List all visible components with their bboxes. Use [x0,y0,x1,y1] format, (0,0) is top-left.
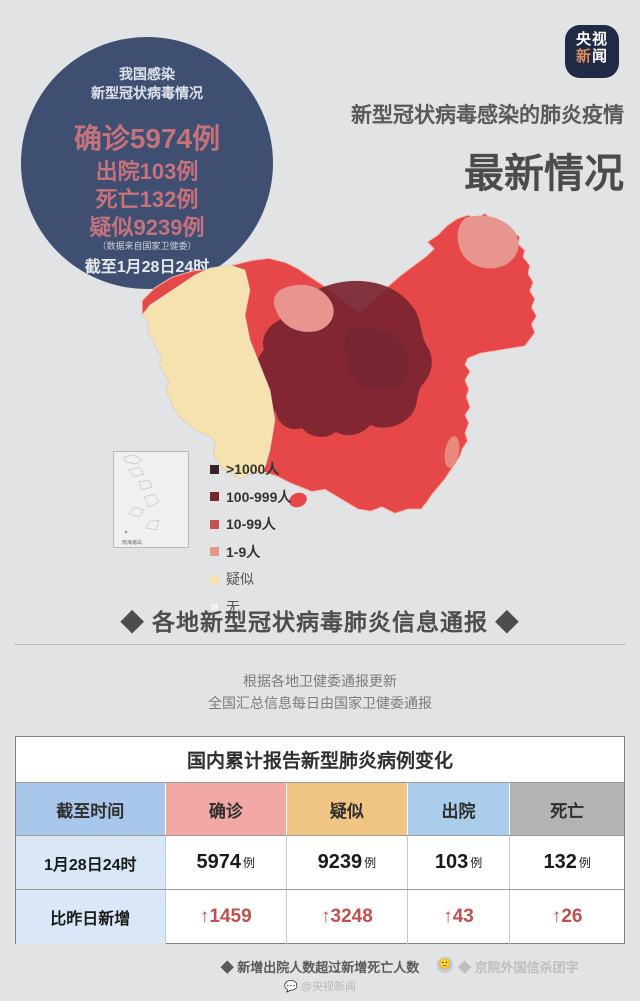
svg-text:南海诸岛: 南海诸岛 [122,539,142,546]
